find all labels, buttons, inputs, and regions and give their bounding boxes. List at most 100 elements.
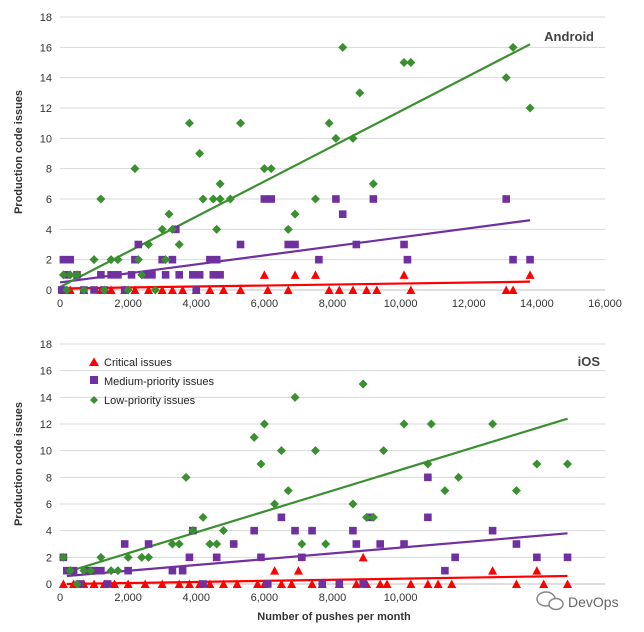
android-x-tick-label: 16,000 [588,298,622,310]
android-data-point-low [99,285,109,295]
android-data-point-medium [195,271,204,279]
android-data-point-low [212,224,222,234]
ios-x-axis-label: Number of pushes per month [257,611,411,623]
ios-data-point-critical [276,579,286,588]
ios-data-point-critical [157,579,167,588]
android-data-point-medium [189,271,197,279]
android-data-points [57,42,535,295]
ios-data-point-critical [447,579,457,588]
android-data-point-medium [315,255,323,264]
ios-data-point-low [106,566,116,576]
android-y-tick-label: 2 [46,255,52,267]
ios-data-point-low [96,552,106,562]
ios-data-point-medium [97,566,105,575]
android-y-tick-label: 14 [40,73,52,85]
ios-data-point-low [58,552,68,562]
ios-data-point-low [256,459,266,469]
android-data-point-low [133,255,143,265]
ios-data-point-medium [376,540,384,548]
ios-data-point-low [144,552,154,562]
android-data-point-low [96,194,106,204]
android-data-point-low [157,224,167,234]
ios-trendline-critical [66,574,568,586]
android-data-point-medium [369,195,378,203]
ios-data-point-critical [89,579,99,588]
android-data-point-low [144,240,154,249]
android-y-tick-label: 18 [40,12,52,24]
ios-data-point-medium [298,553,306,562]
ios-data-point-low [181,472,191,482]
ios-data-point-medium [400,540,408,548]
android-data-point-medium [338,210,347,218]
ios-data-point-critical [307,579,317,588]
android-data-point-medium [127,271,136,279]
ios-y-tick-labels: 0 2 4 6 8 10 12 14 16 18 [40,339,52,591]
legend: Critical issues Medium-priority issues L… [89,357,215,407]
android-data-point-low [399,58,409,67]
android-data-point-critical [362,285,372,294]
ios-data-point-medium [277,513,286,522]
android-data-point-low [525,103,535,113]
ios-data-point-medium [488,526,497,535]
ios-data-point-low [79,566,89,576]
android-data-point-low [150,285,160,295]
ios-data-point-medium [349,526,357,535]
android-data-point-critical [310,270,320,279]
android-data-point-low [137,270,147,280]
android-data-point-medium [59,255,68,264]
ios-data-point-critical [406,579,416,588]
ios-data-point-low [440,486,450,496]
ios-data-point-critical [58,579,68,588]
android-data-point-medium [236,240,245,249]
android-data-point-medium [502,195,511,203]
triangle-marker-icon [89,357,99,366]
android-y-tick-label: 16 [40,42,52,54]
android-data-point-critical [144,285,154,294]
ios-data-point-medium [120,540,129,548]
android-data-point-low [266,164,276,174]
android-trendline-critical [59,280,531,290]
android-data-point-medium [216,271,224,279]
android-data-point-critical [205,285,215,294]
android-data-point-medium [161,271,170,279]
ios-data-point-critical [219,579,228,588]
android-x-tick-label: 4,000 [182,298,210,310]
android-data-point-low [161,255,171,265]
android-data-point-low [283,224,293,234]
ios-x-tick-label: 4,000 [182,592,210,604]
android-data-point-low [174,240,184,249]
android-x-tick-label: 12,000 [452,298,486,310]
ios-data-point-low [249,432,259,442]
android-data-point-medium [168,255,177,264]
ios-data-point-low [174,539,184,549]
android-data-point-low [259,164,269,174]
android-y-tick-label: 0 [46,285,52,297]
android-data-point-medium [260,195,269,203]
ios-data-point-low [321,539,331,549]
ios-y-tick-label: 4 [46,526,52,538]
ios-data-point-low [205,539,215,549]
android-data-point-low [62,285,72,295]
android-trendline-medium [59,219,531,284]
android-y-tick-label: 4 [46,224,52,236]
ios-data-point-critical [184,579,194,588]
android-data-point-low [123,285,133,295]
android-x-tick-label: 0 [57,298,63,310]
android-data-point-low [290,209,300,219]
ios-data-point-medium [318,580,327,588]
ios-y-tick-label: 0 [46,579,52,591]
android-trendlines [59,43,531,290]
android-data-point-critical [259,270,269,279]
ios-data-point-critical [205,579,215,588]
ios-data-point-low [368,512,378,522]
ios-y-tick-label: 10 [40,446,52,458]
ios-y-tick-label: 18 [40,339,52,351]
chat-bubble-icon [536,591,564,611]
ios-data-point-low [198,512,208,522]
android-data-point-critical [283,285,293,294]
android-data-point-low [167,224,177,234]
ios-x-tick-labels: 0 2,000 4,000 6,000 8,000 10,000 [57,592,418,604]
ios-data-point-medium [178,566,187,575]
android-data-point-medium [66,255,75,264]
ios-data-point-critical [539,579,549,588]
